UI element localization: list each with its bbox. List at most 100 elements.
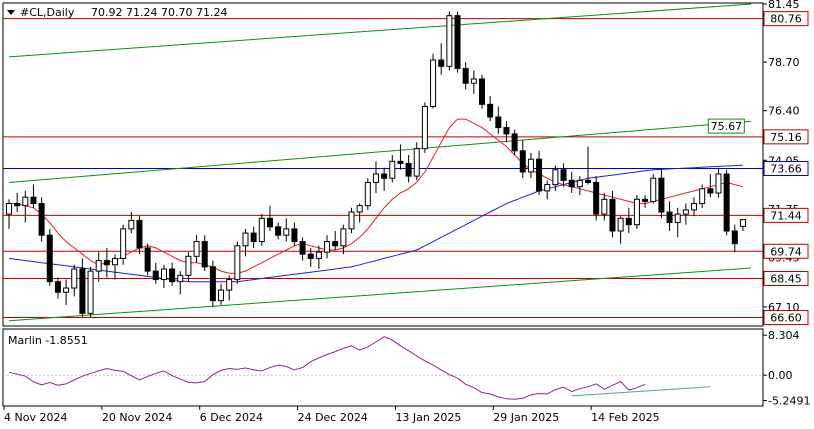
- level-label-box: [763, 243, 809, 259]
- main-pane-border: [2, 2, 764, 327]
- candle-body: [585, 179, 592, 183]
- candle: [739, 219, 746, 231]
- candle-body: [503, 127, 510, 135]
- candle-body: [682, 209, 689, 215]
- candle: [71, 264, 78, 297]
- time-tick-label: 29 Jan 2025: [493, 411, 559, 424]
- level-label: 68.45: [770, 273, 802, 286]
- candle: [625, 207, 632, 234]
- candle: [601, 193, 608, 221]
- candle: [430, 53, 437, 109]
- indicator-line: [8, 336, 646, 400]
- candle-body: [128, 219, 135, 230]
- candle: [242, 228, 249, 257]
- candle: [723, 169, 730, 236]
- candlesticks: [6, 11, 746, 318]
- candle: [30, 184, 37, 208]
- candle-body: [177, 274, 184, 283]
- candle: [324, 235, 331, 259]
- candle-body: [389, 160, 396, 179]
- candle: [299, 237, 306, 261]
- candle: [666, 201, 673, 231]
- candle: [699, 184, 706, 208]
- candle-body: [22, 196, 29, 207]
- candle: [209, 260, 216, 307]
- candle: [364, 178, 371, 210]
- candle: [258, 214, 265, 246]
- candle: [560, 163, 567, 187]
- candle-body: [625, 217, 632, 226]
- candle: [470, 70, 477, 94]
- candle-body: [658, 177, 665, 213]
- candle: [250, 226, 257, 248]
- candle-body: [536, 158, 543, 192]
- candle: [536, 150, 543, 196]
- candle: [160, 264, 167, 288]
- candle: [462, 62, 469, 90]
- candle: [38, 197, 45, 242]
- candle-body: [112, 257, 119, 266]
- candle-body: [38, 203, 45, 236]
- candle-body: [120, 228, 127, 259]
- candle-body: [519, 150, 526, 173]
- candle: [226, 275, 233, 301]
- candle-body: [79, 268, 86, 314]
- candle-body: [421, 105, 428, 150]
- candle-body: [495, 116, 502, 129]
- candle-body: [723, 173, 730, 232]
- level-label: 80.76: [770, 13, 802, 26]
- indicator-label: Marlin -1.8551: [8, 334, 88, 347]
- candle-body: [160, 268, 167, 281]
- candle-body: [348, 211, 355, 230]
- candle-body: [332, 241, 339, 247]
- candle: [446, 11, 453, 71]
- indicator-tick-label: -5.2491: [768, 394, 810, 407]
- candle-body: [54, 281, 61, 293]
- candle: [454, 11, 461, 73]
- candle-body: [356, 205, 363, 213]
- level-labels: 80.76 75.16 73.66 71.44 69.74 68.45 66.60: [763, 11, 809, 326]
- candle: [103, 247, 110, 278]
- candle-body: [381, 173, 388, 179]
- candle-body: [372, 173, 379, 183]
- candle-body: [95, 260, 102, 272]
- candle-body: [609, 198, 616, 232]
- horizontal-levels: [3, 18, 763, 319]
- candle: [22, 190, 29, 223]
- candle: [348, 207, 355, 234]
- candle: [234, 241, 241, 284]
- candle: [568, 171, 575, 193]
- candle: [544, 180, 551, 200]
- candle: [381, 167, 388, 191]
- candle: [193, 235, 200, 263]
- candle: [291, 222, 298, 246]
- candle-body: [633, 198, 640, 226]
- candle: [593, 176, 600, 221]
- candle-body: [291, 228, 298, 243]
- candle-body: [144, 247, 151, 272]
- level-label: 69.74: [770, 245, 802, 258]
- candle-body: [299, 241, 306, 255]
- candle-body: [275, 226, 282, 236]
- indicator-tick-label: 0.00: [768, 369, 793, 382]
- indicator-pane-border: [2, 328, 764, 407]
- candle-body: [642, 198, 649, 202]
- candle: [389, 155, 396, 183]
- price-tick-label: 78.70: [768, 56, 800, 69]
- level-label-box: [763, 271, 809, 286]
- candle-body: [340, 228, 347, 247]
- candle: [650, 174, 657, 204]
- candle: [617, 216, 624, 244]
- candle: [478, 74, 485, 109]
- candle-body: [46, 234, 53, 283]
- candle: [609, 190, 616, 238]
- candle: [144, 243, 151, 276]
- candle: [63, 279, 70, 305]
- channel-line-2: [8, 267, 752, 322]
- candle: [715, 167, 722, 198]
- dropdown-triangle-icon[interactable]: [7, 10, 15, 15]
- level-label: 73.66: [770, 163, 802, 176]
- candle: [120, 224, 127, 265]
- candle-body: [226, 279, 233, 291]
